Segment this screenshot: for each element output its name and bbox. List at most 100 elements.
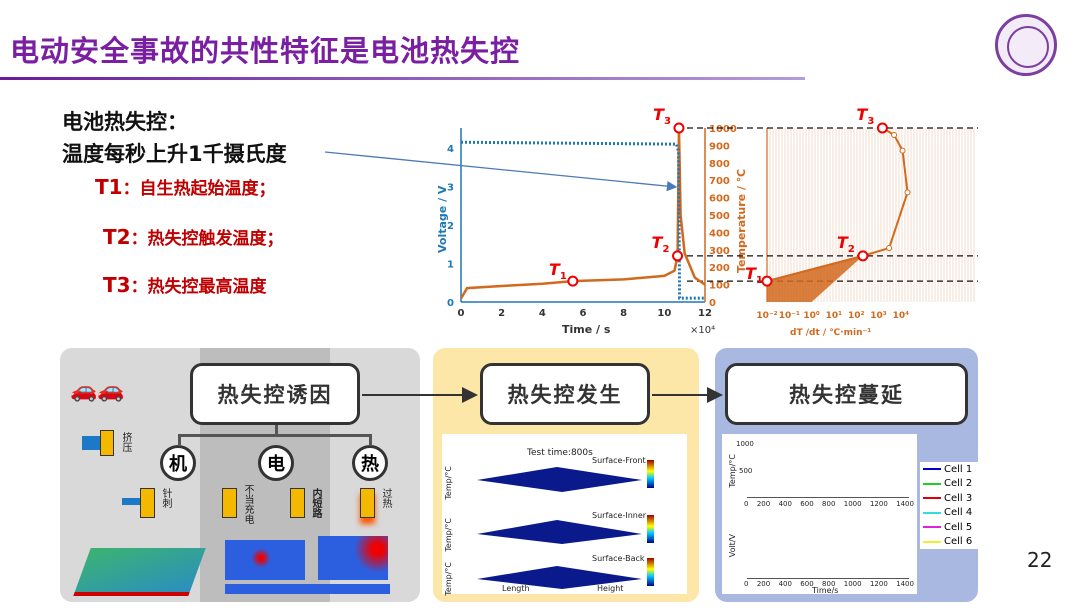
marker-T2 — [672, 250, 684, 262]
dtdt-point — [904, 189, 911, 196]
x-axis-label: Time / s — [562, 323, 611, 336]
university-logo — [995, 14, 1057, 76]
summary-heading: 电池热失控： — [62, 110, 188, 134]
log-x-tick-label: 10⁰ — [803, 311, 820, 321]
x-tick-label: 10 — [657, 308, 671, 319]
log-x-axis-label: dT /dt / ℃·min⁻¹ — [790, 328, 871, 338]
legend-item: Cell 3 — [920, 491, 978, 506]
marker-subscript: 2 — [848, 244, 855, 255]
log-x-tick-label: 10³ — [870, 311, 887, 321]
right-y-tick-label: 200 — [709, 263, 730, 274]
marker-label-T2: T — [837, 233, 849, 252]
left-y-tick-label: 0 — [447, 298, 454, 309]
x-tick: 600 — [800, 580, 814, 588]
x-tick: 1000 — [843, 500, 862, 508]
marker-label-T1: T — [745, 264, 757, 283]
cause-box: 热失控诱因 — [190, 363, 360, 425]
right-y-axis-label: Temperature / ℃ — [735, 169, 748, 273]
x-tick: 400 — [778, 500, 792, 508]
marker-label-T2: T — [652, 233, 664, 252]
legend-item: Cell 1 — [920, 462, 978, 477]
x-tick: 200 — [756, 580, 771, 588]
right-y-tick-label: 100 — [709, 281, 730, 292]
legend-item: Cell 6 — [920, 535, 978, 550]
occur-box: 热失控发生 — [480, 363, 650, 425]
x-tick: 1000 — [843, 580, 862, 588]
marker-subscript: 1 — [756, 275, 763, 286]
cell-legend: Cell 1 Cell 2 Cell 3 Cell 4 Cell 5 Cell 6 — [920, 462, 978, 549]
marker-T3 — [876, 122, 888, 134]
left-y-tick-label: 4 — [447, 144, 454, 155]
right-y-tick-label: 700 — [709, 176, 730, 187]
summary-subheading: 温度每秒上升1千摄氏度 — [62, 142, 287, 166]
x-tick: 400 — [778, 580, 792, 588]
right-y-tick-label: 500 — [709, 211, 730, 222]
summary-box: 电池热失控： 温度每秒上升1千摄氏度 T1：自生热起始温度； T2：热失控触发温… — [62, 100, 430, 330]
title-underline — [0, 77, 805, 80]
x-tick-label: 8 — [620, 308, 627, 319]
marker-T3 — [673, 122, 685, 134]
right-y-tick-label: 600 — [709, 194, 730, 205]
category-electrical: 电 — [258, 445, 294, 481]
x-tick-label: 2 — [498, 308, 505, 319]
x-tick: 200 — [756, 500, 771, 508]
marker-T1 — [761, 275, 773, 287]
slide-title: 电动安全事故的共性特征是电池热失控 — [10, 34, 521, 68]
marker-subscript: 2 — [663, 244, 670, 255]
legend-item: Cell 5 — [920, 520, 978, 535]
left-y-tick-label: 1 — [447, 260, 454, 271]
x-tick: 800 — [822, 580, 836, 588]
car-crash-icon: 🚗🚗 — [70, 378, 125, 403]
x-tick-label: 0 — [458, 308, 465, 319]
spread-box: 热失控蔓延 — [725, 363, 968, 425]
t1-item: T1：自生热起始温度； — [95, 175, 276, 199]
legend-item: Cell 4 — [920, 506, 978, 521]
x-tick-label: 6 — [580, 308, 587, 319]
log-x-tick-label: 10² — [848, 311, 865, 321]
x-tick: 0 — [744, 500, 749, 508]
marker-T1 — [567, 275, 579, 287]
t3-item: T3：热失控最高温度 — [103, 273, 267, 297]
marker-T2 — [857, 250, 869, 262]
x-tick-label: 4 — [539, 308, 546, 319]
dtdt-scatter-region — [767, 255, 863, 302]
log-x-tick-label: 10⁻¹ — [779, 311, 800, 321]
dtdt-point — [899, 147, 906, 154]
right-y-tick-label: 400 — [709, 228, 730, 239]
log-x-tick-label: 10⁴ — [893, 311, 910, 321]
x-tick: 1400 — [896, 580, 914, 588]
t2-item: T2：热失控触发温度； — [103, 225, 284, 249]
dtdt-point — [891, 131, 898, 138]
page-number: 22 — [1027, 548, 1053, 572]
x-tick: 1400 — [896, 500, 914, 508]
log-x-tick-label: 10⁻² — [756, 311, 777, 321]
log-x-tick-label: 10¹ — [826, 311, 843, 321]
right-y-tick-label: 300 — [709, 246, 730, 257]
x-tick-label: 12 — [698, 308, 712, 319]
temperature-line — [459, 127, 706, 300]
marker-label-T3: T — [653, 105, 665, 124]
x-tick: 1200 — [869, 580, 888, 588]
marker-label-T3: T — [856, 105, 868, 124]
occur-panel: Test time:800s Surface-Front Surface-Inn… — [433, 348, 699, 602]
right-y-tick-label: 800 — [709, 159, 730, 170]
category-mechanical: 机 — [160, 445, 196, 481]
cell-temp-volt-plots: Temp/°C Volt/V 0 200 400 600 800 1000 1200 1400… — [722, 434, 917, 595]
left-y-tick-label: 3 — [447, 183, 454, 194]
dtdt-point — [886, 245, 893, 252]
x-tick: 800 — [822, 500, 836, 508]
x-tick: 0 — [744, 580, 749, 588]
marker-label-T1: T — [549, 260, 561, 279]
marker-subscript: 3 — [867, 116, 874, 127]
marker-subscript: 3 — [664, 116, 671, 127]
category-thermal: 热 — [352, 445, 388, 481]
thermal-runaway-chart: 0 2 4 6 8 10 120123401002003004005006007008009… — [432, 103, 978, 345]
legend-item: Cell 2 — [920, 477, 978, 492]
marker-subscript: 1 — [560, 271, 567, 282]
left-y-axis-label: Voltage / V — [436, 185, 449, 253]
left-y-tick-label: 2 — [447, 221, 454, 232]
x-multiplier: ×10⁴ — [690, 325, 715, 336]
right-y-tick-label: 900 — [709, 141, 730, 152]
right-y-tick-label: 0 — [709, 298, 716, 309]
cause-panel: 机 电 热 🚗🚗 挤压 针刺 不当充电 内短路 过热 — [60, 348, 420, 602]
